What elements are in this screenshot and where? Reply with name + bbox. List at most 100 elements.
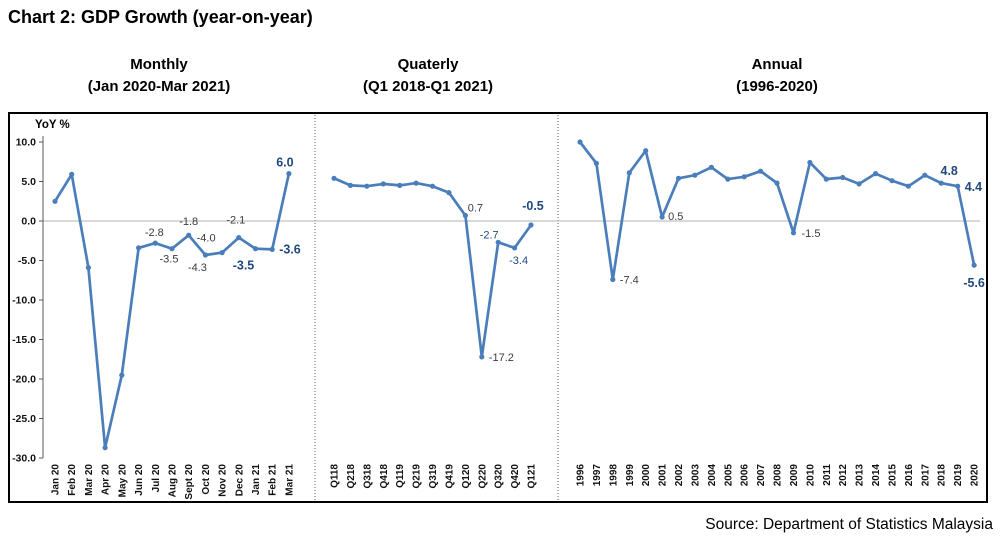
data-label: 0.5 <box>668 211 683 223</box>
data-point-marker <box>202 252 208 258</box>
x-tick-label: 2008 <box>773 464 784 487</box>
data-point-marker <box>659 214 665 220</box>
x-tick-label: Sept 20 <box>184 464 195 500</box>
data-label: -3.5 <box>233 259 255 273</box>
data-point-marker <box>774 180 780 186</box>
data-label: 4.4 <box>965 180 982 194</box>
x-tick-label: Q218 <box>346 464 357 489</box>
data-label: 4.8 <box>941 164 958 178</box>
data-label: -0.5 <box>522 199 544 213</box>
x-tick-label: Q319 <box>428 464 439 489</box>
y-axis: 10.0 5.0 0.0 -5.0 -10.0 -15.0 -20.0 -25.0 -30.0 <box>12 136 44 465</box>
y-tick-label: -5.0 <box>18 255 36 267</box>
x-tick-label: Q121 <box>527 464 538 489</box>
data-point-marker <box>347 182 353 188</box>
x-tick-label: 2011 <box>822 464 833 486</box>
x-tick-label: 2013 <box>855 464 866 487</box>
data-point-marker <box>577 139 583 145</box>
data-point-marker <box>856 181 862 187</box>
data-label: -5.6 <box>963 276 985 290</box>
data-label: -4.3 <box>188 262 207 274</box>
x-tick-label: Q120 <box>461 464 472 489</box>
x-tick-label: Nov 20 <box>218 464 229 497</box>
x-tick-label: Jul 20 <box>151 464 162 493</box>
data-point-marker <box>692 172 698 178</box>
annual-series: 1996 1997 1998 1999 2000 2001 2002 2003 2004 2005… <box>576 139 985 486</box>
x-tick-label: Feb 21 <box>268 464 279 496</box>
data-point-marker <box>413 180 419 186</box>
data-point-marker <box>186 232 192 238</box>
data-point-marker <box>429 183 436 189</box>
x-tick-label: Dec 20 <box>234 464 245 497</box>
data-point-marker <box>675 175 682 181</box>
data-point-marker <box>938 180 944 186</box>
data-label: -2.8 <box>145 227 164 239</box>
data-point-marker <box>69 171 75 177</box>
data-point-marker <box>593 160 600 166</box>
monthly-line <box>53 172 291 450</box>
data-point-marker <box>807 159 813 166</box>
data-point-marker <box>252 246 259 252</box>
x-tick-label: Jan 21 <box>251 464 262 496</box>
x-tick-label: 2017 <box>920 464 931 487</box>
data-label: -1.8 <box>179 216 198 228</box>
chart-canvas: 10.0 5.0 0.0 -5.0 -10.0 -15.0 -20.0 -25.0 -30.0 J… <box>12 115 985 500</box>
y-tick-label: -25.0 <box>12 413 36 425</box>
data-point-marker <box>955 183 961 189</box>
x-tick-label: 1997 <box>592 464 603 487</box>
monthly-series: Jan 20 Feb 20 Mar 20 Apr 20 May 20 Jun 20 Jul … <box>51 156 301 500</box>
x-tick-label: 2010 <box>805 464 816 487</box>
x-tick-label: Q118 <box>330 464 341 488</box>
panel-header-quarterly: Quaterly (Q1 2018-Q1 2021) <box>288 54 568 98</box>
panel-header-annual-line1: Annual <box>751 56 803 73</box>
x-tick-label: Q420 <box>510 464 521 489</box>
data-point-marker <box>922 172 928 178</box>
data-label: 0.7 <box>468 203 483 215</box>
data-point-marker <box>790 230 797 236</box>
data-label: -3.6 <box>279 242 301 256</box>
data-point-marker <box>626 170 632 176</box>
x-tick-label: 2003 <box>690 464 701 487</box>
x-tick-label: 2006 <box>740 464 751 487</box>
data-point-marker <box>169 246 175 252</box>
data-label: -3.4 <box>509 255 528 267</box>
panel-header-monthly: Monthly (Jan 2020-Mar 2021) <box>19 54 299 98</box>
x-tick-label: Q220 <box>477 464 488 489</box>
quaterly-line <box>332 176 533 359</box>
data-point-marker <box>495 239 501 245</box>
x-tick-label: 1999 <box>625 464 636 487</box>
data-label: -3.5 <box>160 254 179 266</box>
chart-plot-area: YoY % 10.0 5.0 0.0 -5.0 -10.0 -15.0 -20.0 -25.0… <box>8 112 988 503</box>
x-tick-label: 2012 <box>838 464 849 487</box>
data-point-marker <box>269 246 275 252</box>
data-point-marker <box>873 171 879 177</box>
x-tick-label: Apr 20 <box>101 464 112 496</box>
data-point-marker <box>136 245 142 251</box>
data-label: -2.1 <box>226 215 245 227</box>
x-tick-label: 2014 <box>871 464 882 487</box>
x-tick-label: 2007 <box>756 464 767 487</box>
data-point-marker <box>512 245 518 251</box>
data-point-marker <box>85 265 91 271</box>
y-tick-label: -15.0 <box>12 334 36 346</box>
data-point-marker <box>823 176 829 182</box>
data-point-marker <box>331 175 337 181</box>
data-label: -17.2 <box>489 352 514 364</box>
annual-line <box>578 140 976 281</box>
x-tick-label: Jan 20 <box>51 464 62 496</box>
data-label: -4.0 <box>197 233 216 245</box>
data-point-marker <box>219 250 225 256</box>
panel-header-annual-line2: (1996-2020) <box>736 78 818 95</box>
data-point-marker <box>528 222 534 228</box>
panel-header-monthly-line1: Monthly <box>130 56 188 73</box>
data-point-marker <box>102 445 108 451</box>
x-tick-label: Mar 21 <box>284 464 295 496</box>
data-label: -7.4 <box>620 275 639 287</box>
data-label: 6.0 <box>276 156 293 170</box>
x-tick-label: Oct 20 <box>201 464 212 495</box>
data-point-marker <box>479 354 485 360</box>
data-point-marker <box>152 240 158 246</box>
x-tick-label: 2015 <box>888 464 899 487</box>
y-tick-label: 10.0 <box>16 137 37 149</box>
y-tick-label: -30.0 <box>12 453 36 465</box>
